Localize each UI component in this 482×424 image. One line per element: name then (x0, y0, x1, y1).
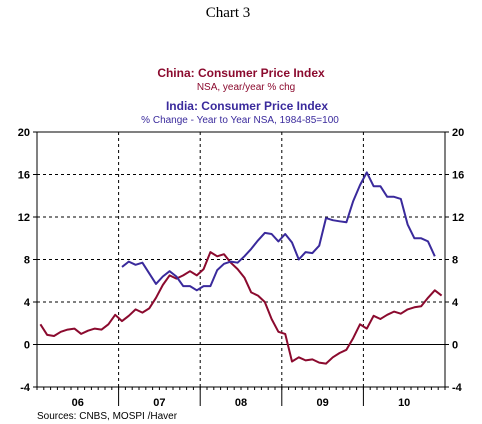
y-tick-label-right: 20 (452, 127, 464, 139)
gridlines (37, 132, 445, 387)
legend-india-label: India: Consumer Price Index (166, 99, 328, 113)
right-axis: 20 16 12 8 4 0 -4 (445, 127, 464, 394)
x-tick-label: 09 (316, 397, 328, 409)
chart-title: Chart 3 (206, 5, 251, 21)
series-lines (39, 171, 443, 365)
y-tick-label-left: 20 (18, 127, 30, 139)
y-tick-label-left: 8 (24, 255, 30, 267)
y-tick-label-right: 0 (452, 340, 458, 352)
series-line-india (121, 171, 436, 292)
x-tick-label: 08 (235, 397, 247, 409)
y-tick-label-left: -4 (20, 382, 31, 394)
y-tick-label-right: 8 (452, 255, 458, 267)
y-tick-label-right: 4 (452, 297, 459, 309)
y-tick-label-right: 12 (452, 212, 464, 224)
y-tick-label-right: 16 (452, 170, 464, 182)
legend-china-subtitle: NSA, year/year % chg (197, 82, 295, 93)
legend-india-subtitle: % Change - Year to Year NSA, 1984-85=100 (141, 115, 339, 126)
x-tick-label: 10 (398, 397, 410, 409)
y-tick-label-left: 16 (18, 170, 30, 182)
y-tick-label-left: 12 (18, 212, 30, 224)
y-tick-label-left: 4 (24, 297, 31, 309)
y-tick-label-right: -4 (452, 382, 463, 394)
legend-china-label: China: Consumer Price Index (157, 66, 325, 80)
x-tick-label: 06 (72, 397, 84, 409)
x-tick-label: 07 (153, 397, 165, 409)
series-line-china (39, 251, 443, 365)
source-note: Sources: CNBS, MOSPI /Haver (37, 411, 178, 422)
y-tick-label-left: 0 (24, 340, 30, 352)
x-axis: 06 07 08 09 10 (36, 387, 446, 409)
left-axis: 20 16 12 8 4 0 -4 (18, 127, 37, 394)
